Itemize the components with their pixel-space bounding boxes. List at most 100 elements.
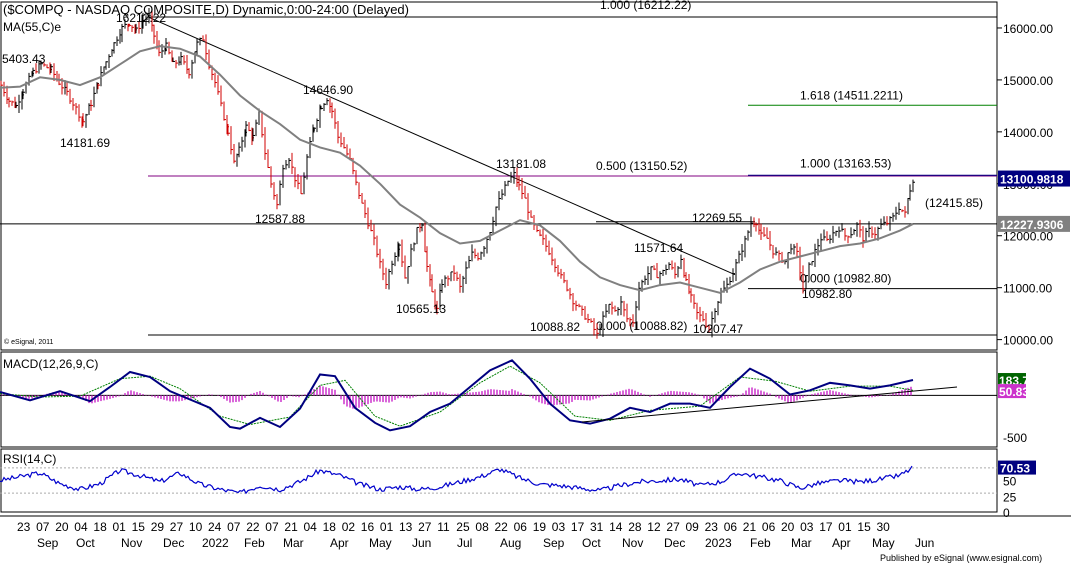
price-annotation-4: 12587.88 — [255, 212, 305, 226]
rsi-value-tag: 70.53 — [1000, 462, 1030, 476]
x-day-label: 14 — [609, 520, 623, 534]
rsi-line — [0, 465, 913, 495]
ma-55-line — [0, 45, 914, 294]
falling-trendline — [147, 16, 736, 276]
fib-label-6: 0.000 (10088.82) — [596, 319, 687, 333]
price-annotation-6: 10565.13 — [396, 302, 446, 316]
price-annotation-0: 16212.22 — [116, 11, 166, 25]
x-day-label: 16 — [361, 520, 375, 534]
x-day-label: 21 — [743, 520, 757, 534]
x-day-label: 20 — [55, 520, 69, 534]
x-month-label: Dec — [163, 536, 184, 550]
x-day-label: 27 — [666, 520, 680, 534]
x-day-label: 06 — [724, 520, 738, 534]
price-annotation-2: 14181.69 — [60, 136, 110, 150]
x-day-label: 09 — [686, 520, 700, 534]
x-day-label: 01 — [380, 520, 394, 534]
price-annotation-1: 5403.43 — [2, 52, 46, 66]
rsi-ytick-label: 0 — [1003, 506, 1010, 520]
x-day-label: 29 — [151, 520, 165, 534]
fib-label-1: 1.618 (14511.2211) — [800, 88, 903, 102]
x-month-label: Nov — [622, 536, 643, 550]
price-ytick-label: 16000.00 — [1003, 22, 1053, 36]
x-day-label: 04 — [74, 520, 88, 534]
price-ytick-label: 11000.00 — [1003, 282, 1052, 296]
rsi-legend: RSI(14,C) — [3, 452, 56, 466]
x-month-label: Feb — [244, 536, 265, 550]
price-annotation-3: 14646.90 — [303, 83, 353, 97]
x-month-label: Sep — [543, 536, 565, 550]
x-month-label: May — [872, 536, 895, 550]
price-annotation-9: 12269.55 — [692, 211, 742, 225]
price-annotation-10: 10207.47 — [693, 322, 743, 336]
x-month-label: Nov — [121, 536, 142, 550]
x-month-label: Mar — [283, 536, 304, 550]
macd-legend: MACD(12,26,9,C) — [3, 357, 98, 371]
x-day-label: 20 — [781, 520, 795, 534]
x-day-label: 22 — [495, 520, 509, 534]
x-day-label: 21 — [284, 520, 298, 534]
x-day-label: 08 — [475, 520, 489, 534]
macd-panel-frame — [0, 351, 998, 448]
x-month-label: Sep — [37, 536, 59, 550]
x-month-label: May — [369, 536, 392, 550]
last-price-tag-bg — [998, 170, 1070, 187]
x-day-label: 03 — [552, 520, 566, 534]
x-day-label: 23 — [705, 520, 719, 534]
price-annotation-5: 13181.08 — [496, 157, 546, 171]
x-month-label: Apr — [832, 536, 851, 550]
rsi-ytick-label: 25 — [1003, 490, 1017, 504]
rsi-ytick-label: 50 — [1003, 475, 1017, 489]
macd-value-tag: 50.83 — [999, 385, 1029, 399]
x-day-label: 31 — [590, 520, 604, 534]
x-day-label: 10 — [189, 520, 203, 534]
published-by: Published by eSignal (www.esignal.com) — [880, 553, 1042, 563]
macd-value-tag-bg — [998, 373, 1026, 388]
fib-label-3: 1.000 (13163.53) — [800, 156, 891, 170]
x-day-label: 01 — [113, 520, 127, 534]
x-day-label: 07 — [36, 520, 50, 534]
x-day-label: 18 — [323, 520, 337, 534]
x-month-label: 2022 — [202, 536, 229, 550]
x-month-label: 2023 — [705, 536, 732, 550]
macd-signal-line — [0, 365, 914, 427]
macd-ytick-label: -500 — [1003, 431, 1027, 445]
macd-value-tag-bg — [998, 384, 1026, 399]
fib-label-5: 0.000 (10982.80) — [800, 272, 891, 286]
x-day-label: 19 — [533, 520, 547, 534]
price-annotation-11: 10982.80 — [802, 287, 852, 301]
chart-title: ($COMPQ - NASDAQ COMPOSITE,D) Dynamic,0:… — [3, 2, 409, 17]
x-month-label: Apr — [330, 536, 349, 550]
x-day-label: 30 — [877, 520, 891, 534]
x-day-label: 12 — [647, 520, 661, 534]
x-day-label: 18 — [93, 520, 107, 534]
copyright: © eSignal, 2011 — [4, 338, 54, 346]
x-day-label: 11 — [437, 520, 450, 534]
x-month-label: Mar — [791, 536, 812, 550]
last-price-tag: 13100.9818 — [1000, 173, 1064, 187]
x-day-label: 22 — [246, 520, 260, 534]
x-day-label: 27 — [170, 520, 184, 534]
x-day-label: 23 — [17, 520, 31, 534]
rsi-panel-frame — [0, 448, 998, 513]
x-month-label: Oct — [76, 536, 95, 550]
rsi-value-tag-bg — [998, 460, 1036, 475]
x-day-label: 03 — [800, 520, 814, 534]
x-day-label: 07 — [265, 520, 279, 534]
price-annotation-7: 10088.82 — [530, 320, 580, 334]
x-day-label: 13 — [399, 520, 413, 534]
x-day-label: 06 — [514, 520, 528, 534]
x-day-label: 15 — [132, 520, 146, 534]
price-ytick-label: 15000.00 — [1003, 74, 1053, 88]
last-price-tag: 12227.9306 — [1000, 218, 1064, 232]
x-day-label: 15 — [857, 520, 871, 534]
price-annotation-8: 11571.64 — [634, 241, 683, 255]
x-month-label: Aug — [500, 536, 521, 550]
x-day-label: 07 — [227, 520, 241, 534]
x-day-label: 24 — [208, 520, 222, 534]
x-day-label: 04 — [304, 520, 318, 534]
x-day-label: 17 — [571, 520, 585, 534]
x-month-label: Dec — [664, 536, 685, 550]
